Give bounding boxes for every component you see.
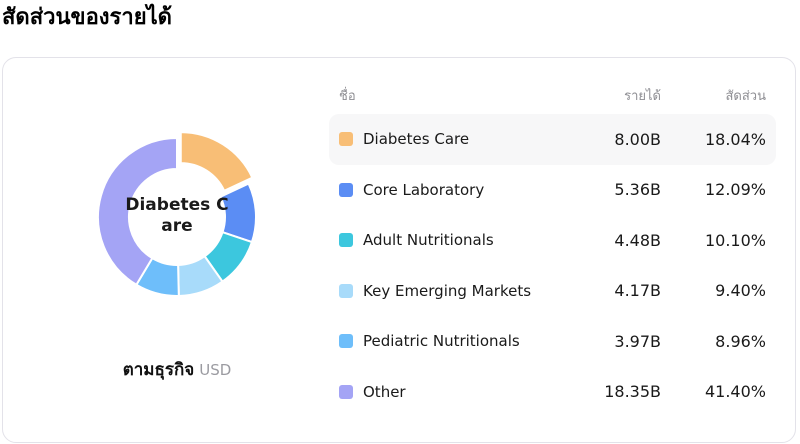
row-label: Other [363, 382, 406, 401]
row-share: 10.10% [704, 230, 766, 250]
row-share: 18.04% [704, 129, 766, 149]
legend-table: ชื่อ รายได้ สัดส่วน Diabetes Care 8.00B … [329, 80, 776, 417]
table-row[interactable]: Key Emerging Markets 4.17B 9.40% [329, 266, 776, 317]
header-share: สัดส่วน [725, 88, 767, 104]
row-label: Adult Nutritionals [363, 231, 494, 250]
chart-caption-unit: USD [199, 361, 232, 379]
header-name: ชื่อ [339, 88, 356, 104]
table-row[interactable]: Other 18.35B 41.40% [329, 367, 776, 418]
table-row[interactable]: Core Laboratory 5.36B 12.09% [329, 165, 776, 216]
table-row[interactable]: Diabetes Care 8.00B 18.04% [329, 114, 776, 165]
row-name-cell: Other [339, 383, 566, 401]
row-name-cell: Core Laboratory [339, 181, 566, 199]
row-label: Key Emerging Markets [363, 281, 532, 300]
series-color-swatch [339, 182, 353, 197]
row-revenue: 4.48B [614, 230, 661, 250]
legend-table-body: Diabetes Care 8.00B 18.04% Core Laborato… [329, 114, 776, 417]
revenue-share-card: Diabetes C are ตามธุรกิจ USD ชื่อ รายได้ … [2, 57, 796, 443]
row-name-cell: Pediatric Nutritionals [339, 332, 566, 350]
series-color-swatch [339, 384, 353, 399]
header-revenue: รายได้ [624, 88, 661, 104]
row-share: 12.09% [704, 180, 766, 200]
legend-table-header: ชื่อ รายได้ สัดส่วน [329, 80, 776, 110]
row-share: 41.40% [704, 382, 766, 402]
row-label: Pediatric Nutritionals [363, 332, 520, 351]
donut-slice-other[interactable] [97, 137, 178, 286]
donut-chart [57, 97, 297, 337]
series-color-swatch [339, 283, 353, 298]
donut-slice-diabetes-care[interactable] [179, 131, 254, 192]
series-color-swatch [339, 334, 353, 349]
row-name-cell: Diabetes Care [339, 130, 566, 148]
row-revenue: 18.35B [604, 382, 661, 402]
chart-caption: ตามธุรกิจ USD [3, 359, 351, 381]
row-revenue: 4.17B [614, 281, 661, 301]
page-title: สัดส่วนของรายได้ [2, 5, 172, 30]
series-color-swatch [339, 132, 353, 147]
row-name-cell: Adult Nutritionals [339, 231, 566, 249]
row-revenue: 5.36B [614, 180, 661, 200]
series-color-swatch [339, 233, 353, 248]
chart-caption-label: ตามธุรกิจ [122, 360, 195, 380]
donut-chart-svg [97, 131, 257, 297]
row-revenue: 3.97B [614, 331, 661, 351]
row-revenue: 8.00B [614, 129, 661, 149]
row-share: 9.40% [715, 281, 766, 301]
row-label: Diabetes Care [363, 130, 470, 149]
row-label: Core Laboratory [363, 180, 485, 199]
table-row[interactable]: Adult Nutritionals 4.48B 10.10% [329, 215, 776, 266]
row-name-cell: Key Emerging Markets [339, 282, 566, 300]
table-row[interactable]: Pediatric Nutritionals 3.97B 8.96% [329, 316, 776, 367]
row-share: 8.96% [715, 331, 766, 351]
